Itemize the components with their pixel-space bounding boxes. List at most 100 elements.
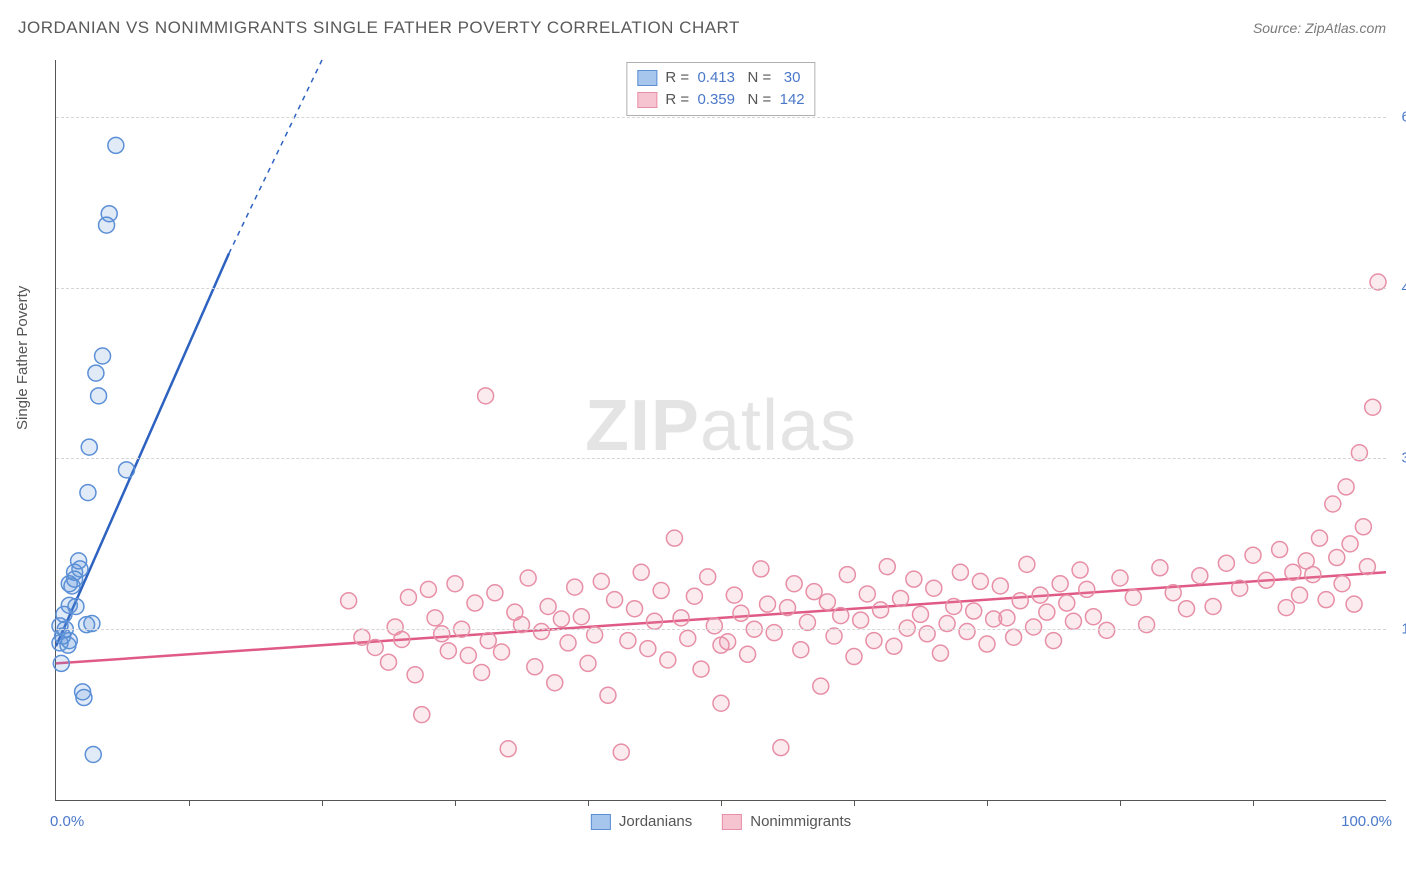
point-nonimmigrants xyxy=(1329,550,1345,566)
gridline xyxy=(56,629,1386,630)
point-nonimmigrants xyxy=(381,654,397,670)
point-nonimmigrants xyxy=(813,678,829,694)
point-jordanians xyxy=(61,633,77,649)
point-nonimmigrants xyxy=(819,594,835,610)
legend-label: Jordanians xyxy=(619,813,692,830)
point-nonimmigrants xyxy=(1039,604,1055,620)
point-nonimmigrants xyxy=(999,610,1015,626)
point-nonimmigrants xyxy=(1245,547,1261,563)
point-jordanians xyxy=(81,439,97,455)
point-nonimmigrants xyxy=(573,609,589,625)
point-nonimmigrants xyxy=(613,744,629,760)
point-nonimmigrants xyxy=(1179,601,1195,617)
point-nonimmigrants xyxy=(1292,587,1308,603)
point-nonimmigrants xyxy=(1272,542,1288,558)
point-nonimmigrants xyxy=(487,585,503,601)
point-nonimmigrants xyxy=(879,559,895,575)
point-nonimmigrants xyxy=(427,610,443,626)
point-nonimmigrants xyxy=(1342,536,1358,552)
point-nonimmigrants xyxy=(760,596,776,612)
point-nonimmigrants xyxy=(1334,576,1350,592)
point-nonimmigrants xyxy=(926,580,942,596)
point-nonimmigrants xyxy=(480,633,496,649)
point-nonimmigrants xyxy=(726,587,742,603)
point-jordanians xyxy=(79,617,95,633)
point-jordanians xyxy=(53,655,69,671)
x-tick xyxy=(854,800,855,806)
point-nonimmigrants xyxy=(394,631,410,647)
x-tick xyxy=(1253,800,1254,806)
legend-stat-row: R = 0.413 N = 30 xyxy=(637,67,804,89)
point-nonimmigrants xyxy=(780,600,796,616)
point-nonimmigrants xyxy=(959,624,975,640)
point-nonimmigrants xyxy=(946,598,962,614)
point-nonimmigrants xyxy=(1019,556,1035,572)
legend-item: Nonimmigrants xyxy=(722,813,851,830)
point-nonimmigrants xyxy=(866,633,882,649)
point-nonimmigrants xyxy=(1059,595,1075,611)
point-nonimmigrants xyxy=(354,629,370,645)
x-tick xyxy=(322,800,323,806)
point-nonimmigrants xyxy=(653,583,669,599)
point-nonimmigrants xyxy=(607,592,623,608)
point-nonimmigrants xyxy=(500,741,516,757)
legend-stat-text: R = 0.413 N = 30 xyxy=(665,67,800,89)
point-nonimmigrants xyxy=(1152,560,1168,576)
legend-swatch xyxy=(722,814,742,830)
point-nonimmigrants xyxy=(1085,609,1101,625)
x-tick-label: 0.0% xyxy=(50,813,84,830)
point-nonimmigrants xyxy=(640,641,656,657)
point-nonimmigrants xyxy=(1346,596,1362,612)
point-nonimmigrants xyxy=(1359,559,1375,575)
point-jordanians xyxy=(101,206,117,222)
point-jordanians xyxy=(76,690,92,706)
legend-swatch xyxy=(591,814,611,830)
point-jordanians xyxy=(88,365,104,381)
point-nonimmigrants xyxy=(540,598,556,614)
legend-swatch xyxy=(637,70,657,86)
point-nonimmigrants xyxy=(1079,581,1095,597)
point-nonimmigrants xyxy=(932,645,948,661)
point-nonimmigrants xyxy=(1355,519,1371,535)
point-nonimmigrants xyxy=(899,620,915,636)
point-nonimmigrants xyxy=(420,581,436,597)
point-nonimmigrants xyxy=(547,675,563,691)
point-nonimmigrants xyxy=(553,611,569,627)
point-nonimmigrants xyxy=(1312,530,1328,546)
point-nonimmigrants xyxy=(979,636,995,652)
point-nonimmigrants xyxy=(1305,567,1321,583)
point-nonimmigrants xyxy=(766,625,782,641)
point-nonimmigrants xyxy=(693,661,709,677)
point-nonimmigrants xyxy=(494,644,510,660)
point-nonimmigrants xyxy=(992,578,1008,594)
x-tick-label: 100.0% xyxy=(1341,813,1392,830)
point-nonimmigrants xyxy=(1192,568,1208,584)
point-nonimmigrants xyxy=(686,588,702,604)
point-nonimmigrants xyxy=(400,589,416,605)
point-nonimmigrants xyxy=(913,606,929,622)
point-nonimmigrants xyxy=(1125,589,1141,605)
point-nonimmigrants xyxy=(799,614,815,630)
point-nonimmigrants xyxy=(478,388,494,404)
point-jordanians xyxy=(80,485,96,501)
point-jordanians xyxy=(85,746,101,762)
point-nonimmigrants xyxy=(633,564,649,580)
point-nonimmigrants xyxy=(620,633,636,649)
point-jordanians xyxy=(95,348,111,364)
point-nonimmigrants xyxy=(1026,619,1042,635)
point-nonimmigrants xyxy=(1046,633,1062,649)
point-nonimmigrants xyxy=(1338,479,1354,495)
point-nonimmigrants xyxy=(673,610,689,626)
point-nonimmigrants xyxy=(1365,399,1381,415)
point-nonimmigrants xyxy=(773,740,789,756)
point-nonimmigrants xyxy=(1325,496,1341,512)
point-nonimmigrants xyxy=(600,687,616,703)
point-nonimmigrants xyxy=(1232,580,1248,596)
point-nonimmigrants xyxy=(1006,629,1022,645)
point-nonimmigrants xyxy=(786,576,802,592)
source-credit: Source: ZipAtlas.com xyxy=(1253,20,1386,36)
x-tick xyxy=(987,800,988,806)
point-nonimmigrants xyxy=(580,655,596,671)
point-nonimmigrants xyxy=(647,613,663,629)
point-nonimmigrants xyxy=(514,617,530,633)
